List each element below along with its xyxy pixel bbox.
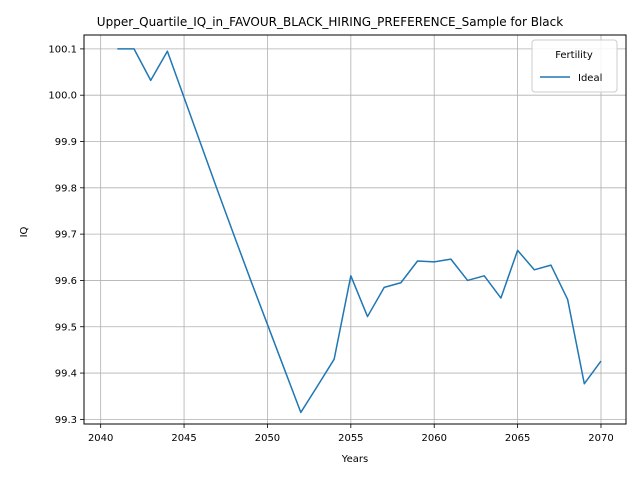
legend-box	[531, 39, 618, 93]
y-axis: 99.3 99.4 99.5 99.6 99.7 99.8 99.9 100.0 100.1	[48, 44, 84, 426]
y-tick-label: 99.8	[55, 183, 77, 194]
y-tick-label: 100.0	[48, 91, 77, 102]
x-tick-label: 2065	[505, 433, 530, 444]
x-axis: 2040 2045 2050 2055 2060 2065 2070	[88, 424, 614, 444]
legend: Fertility Ideal	[531, 39, 618, 93]
x-tick-label: 2060	[421, 433, 446, 444]
grid	[84, 35, 626, 424]
legend-title: Fertility	[555, 50, 593, 61]
y-tick-label: 99.6	[55, 276, 77, 287]
y-tick-label: 99.5	[55, 322, 77, 333]
series-layer	[117, 48, 602, 414]
y-tick-label: 100.1	[48, 44, 77, 55]
x-tick-label: 2040	[88, 433, 113, 444]
y-axis-label: IQ	[19, 226, 30, 237]
chart-title: Upper_Quartile_IQ_in_FAVOUR_BLACK_HIRING…	[97, 15, 563, 29]
legend-label-ideal: Ideal	[578, 73, 602, 84]
x-tick-label: 2055	[338, 433, 363, 444]
y-tick-label: 99.9	[55, 137, 77, 148]
plot-frame	[83, 34, 627, 425]
x-tick-label: 2045	[171, 433, 196, 444]
x-axis-label: Years	[341, 454, 368, 465]
y-tick-label: 99.3	[55, 415, 77, 426]
y-tick-label: 99.4	[55, 369, 77, 380]
x-tick-label: 2050	[255, 433, 280, 444]
series-line-ideal	[117, 48, 602, 414]
x-tick-label: 2070	[588, 433, 613, 444]
y-tick-label: 99.7	[55, 230, 77, 241]
